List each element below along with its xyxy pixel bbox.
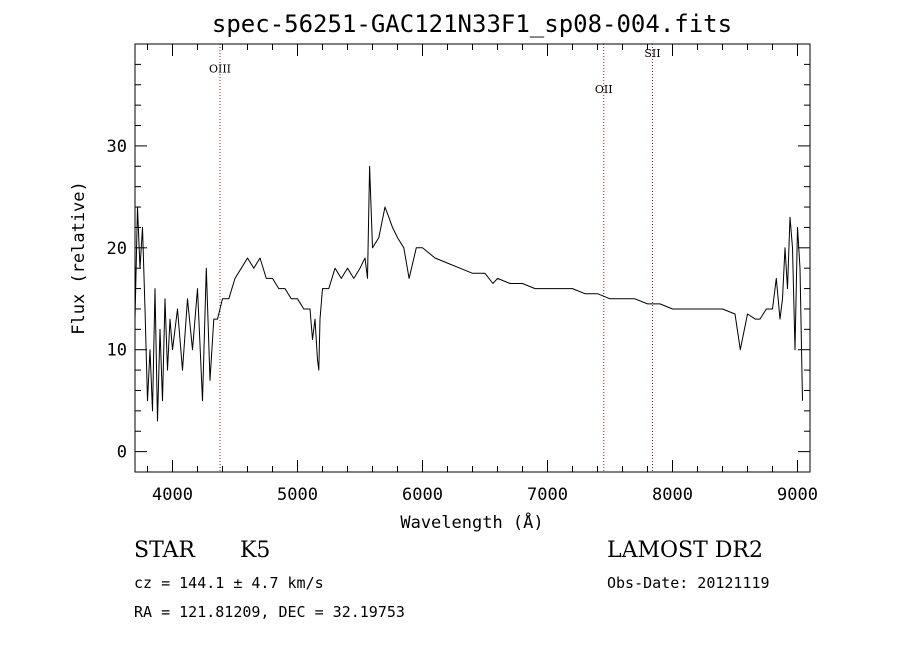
plot-frame bbox=[134, 43, 811, 473]
x-tick-label: 9000 bbox=[777, 485, 818, 505]
y-tick-label: 30 bbox=[107, 137, 127, 157]
y-tick-label: 10 bbox=[107, 341, 127, 361]
x-tick-label: 4000 bbox=[152, 485, 193, 505]
x-axis-label: Wavelength (Å) bbox=[400, 511, 543, 533]
x-tick-label: 7000 bbox=[527, 485, 568, 505]
obs-date: Obs-Date: 20121119 bbox=[607, 574, 770, 592]
x-tick-label: 5000 bbox=[277, 485, 318, 505]
object-subclass: K5 bbox=[240, 538, 271, 563]
redshift-text: cz = 144.1 ± 4.7 km/s bbox=[134, 574, 324, 592]
emission-line-label: OIII bbox=[209, 63, 231, 76]
axis-tick-labels: 4000 5000 6000 7000 8000 9000 0 10 20 30 bbox=[107, 137, 818, 505]
y-tick-label: 0 bbox=[117, 443, 127, 463]
axis-ticks bbox=[135, 43, 810, 473]
survey-name: LAMOST DR2 bbox=[607, 538, 763, 563]
emission-line-label: OII bbox=[595, 83, 613, 96]
emission-line-label: SII bbox=[644, 47, 660, 60]
y-axis-label: Flux (relative) bbox=[69, 181, 89, 335]
coordinates-text: RA = 121.81209, DEC = 32.19753 bbox=[134, 603, 405, 621]
x-tick-label: 8000 bbox=[652, 485, 693, 505]
y-tick-label: 20 bbox=[107, 239, 127, 259]
spectrum-series bbox=[134, 165, 803, 422]
object-class: STAR bbox=[134, 538, 195, 563]
x-tick-label: 6000 bbox=[402, 485, 443, 505]
emission-line-markers: OIII OII SII bbox=[209, 44, 661, 472]
spectrum-line bbox=[134, 165, 803, 422]
chart-title: spec-56251-GAC121N33F1_sp08-004.fits bbox=[212, 10, 732, 38]
